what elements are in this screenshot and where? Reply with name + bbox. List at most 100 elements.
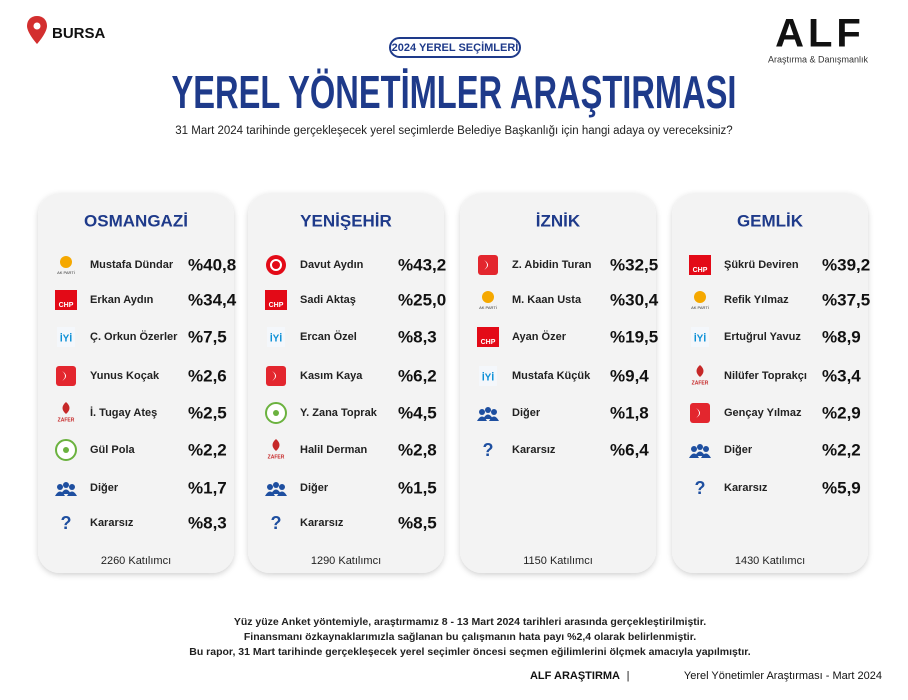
party-logo: ? [695,478,706,498]
party-logo [478,255,498,275]
party-logo: ? [271,513,282,533]
logo-shape [273,410,279,416]
logo-text: İYİ [694,332,706,345]
participants: 2260 Katılımcı [101,555,171,567]
candidate-share: %32,5 [610,255,658,274]
logo-shape [62,402,70,414]
candidate-name: Halil Derman [300,444,368,456]
footer-tagline: Yerel Yönetimler Araştırması - Mart 2024 [684,670,882,682]
candidate-name: Diğer [512,407,541,419]
candidate-share: %8,3 [398,327,437,346]
candidate-name: M. Kaan Usta [512,294,582,306]
candidate-share: %39,2 [822,255,870,274]
candidate-name: Refik Yılmaz [724,294,789,306]
logo-text: CHP [693,267,708,274]
party-logo [266,366,286,386]
candidate-share: %6,4 [610,440,649,459]
badge [389,37,521,58]
candidate-share: %2,6 [188,366,227,385]
party-logo: AK PARTİ [479,291,497,310]
candidate-name: Ç. Orkun Özerler [90,330,178,343]
logo-shape [60,256,72,268]
logo-shape [703,446,709,452]
party-logo [55,482,77,496]
logo-shape [270,259,282,271]
candidate-share: %34,4 [188,290,237,309]
logo-shape [691,327,709,347]
party-logo [265,402,287,424]
candidate-share: %2,2 [822,440,861,459]
logo-shape [491,409,497,415]
logo-text: CHP [481,339,496,346]
title: YEREL YÖNETİMLER ARAŞTIRMASI [172,66,737,118]
candidate-name: Gençay Yılmaz [724,407,802,419]
logo-shape [696,408,700,418]
party-logo: ? [483,440,494,460]
candidate-name: Ertuğrul Yavuz [724,331,801,343]
candidate-share: %3,4 [822,366,861,385]
logo-shape [265,290,287,310]
party-logo [477,407,499,421]
logo-shape [266,255,286,275]
logo-text: ? [271,513,282,533]
logo-shape [691,446,697,452]
logo-text: ZAFER [692,380,709,386]
candidate-share: %8,3 [188,513,227,532]
candidate-share: %2,8 [398,440,437,459]
logo-shape [279,484,285,490]
logo-shape [63,447,69,453]
logo-shape [485,407,491,413]
logo-shape [482,291,494,303]
party-logo: İYİ [267,327,285,347]
participants: 1430 Katılımcı [735,555,805,567]
brand-logo: ALF [775,12,865,56]
candidate-name: Kararsız [300,517,344,529]
footer-note: Yüz yüze Anket yöntemiyle, araştırmamız … [234,616,706,628]
logo-shape [479,366,497,386]
logo-shape [57,484,63,490]
party-logo: AK PARTİ [691,291,709,310]
logo-shape [271,489,281,494]
candidate-share: %8,5 [398,513,437,532]
district-card [248,193,444,573]
party-logo: CHP [477,327,499,347]
logo-shape [57,327,75,347]
candidate-name: Kasım Kaya [300,370,363,382]
district-card [38,193,234,573]
logo-shape [484,260,488,270]
district-name: İZNİK [536,211,581,230]
footer-note: Finansmanı özkaynaklarımızla sağlanan bu… [244,631,696,643]
logo-shape [272,439,280,451]
logo-shape [63,482,69,488]
candidate-name: Ayan Özer [512,330,567,343]
candidate-share: %19,5 [610,327,658,346]
question: 31 Mart 2024 tarihinde gerçekleşecek yer… [175,125,732,137]
logo-shape [695,451,705,456]
party-logo: ? [61,513,72,533]
candidate-share: %5,9 [822,478,861,497]
candidate-name: Gül Pola [90,444,136,456]
candidate-name: İ. Tugay Ateş [90,406,157,419]
candidate-share: %25,0 [398,290,446,309]
logo-text: İYİ [60,332,72,345]
participants: 1150 Katılımcı [523,555,593,567]
candidate-share: %40,8 [188,255,236,274]
participants: 1290 Katılımcı [311,555,381,567]
logo-text: AK PARTİ [57,270,75,275]
candidate-name: Ercan Özel [300,330,357,343]
district-card [672,193,868,573]
candidate-share: %1,7 [188,478,227,497]
party-logo [266,255,286,275]
logo-text: AK PARTİ [479,305,497,310]
candidate-name: Davut Aydın [300,259,364,271]
logo-shape [55,290,77,310]
logo-text: ZAFER [58,417,75,423]
candidate-name: Şükrü Deviren [724,259,799,271]
logo-text: ? [695,478,706,498]
candidate-name: Mustafa Küçük [512,370,591,382]
candidate-name: Kararsız [724,482,768,494]
candidate-name: Z. Abidin Turan [512,259,592,271]
candidate-share: %1,8 [610,403,649,422]
party-logo: ZAFER [692,365,709,386]
logo-shape [62,371,66,381]
